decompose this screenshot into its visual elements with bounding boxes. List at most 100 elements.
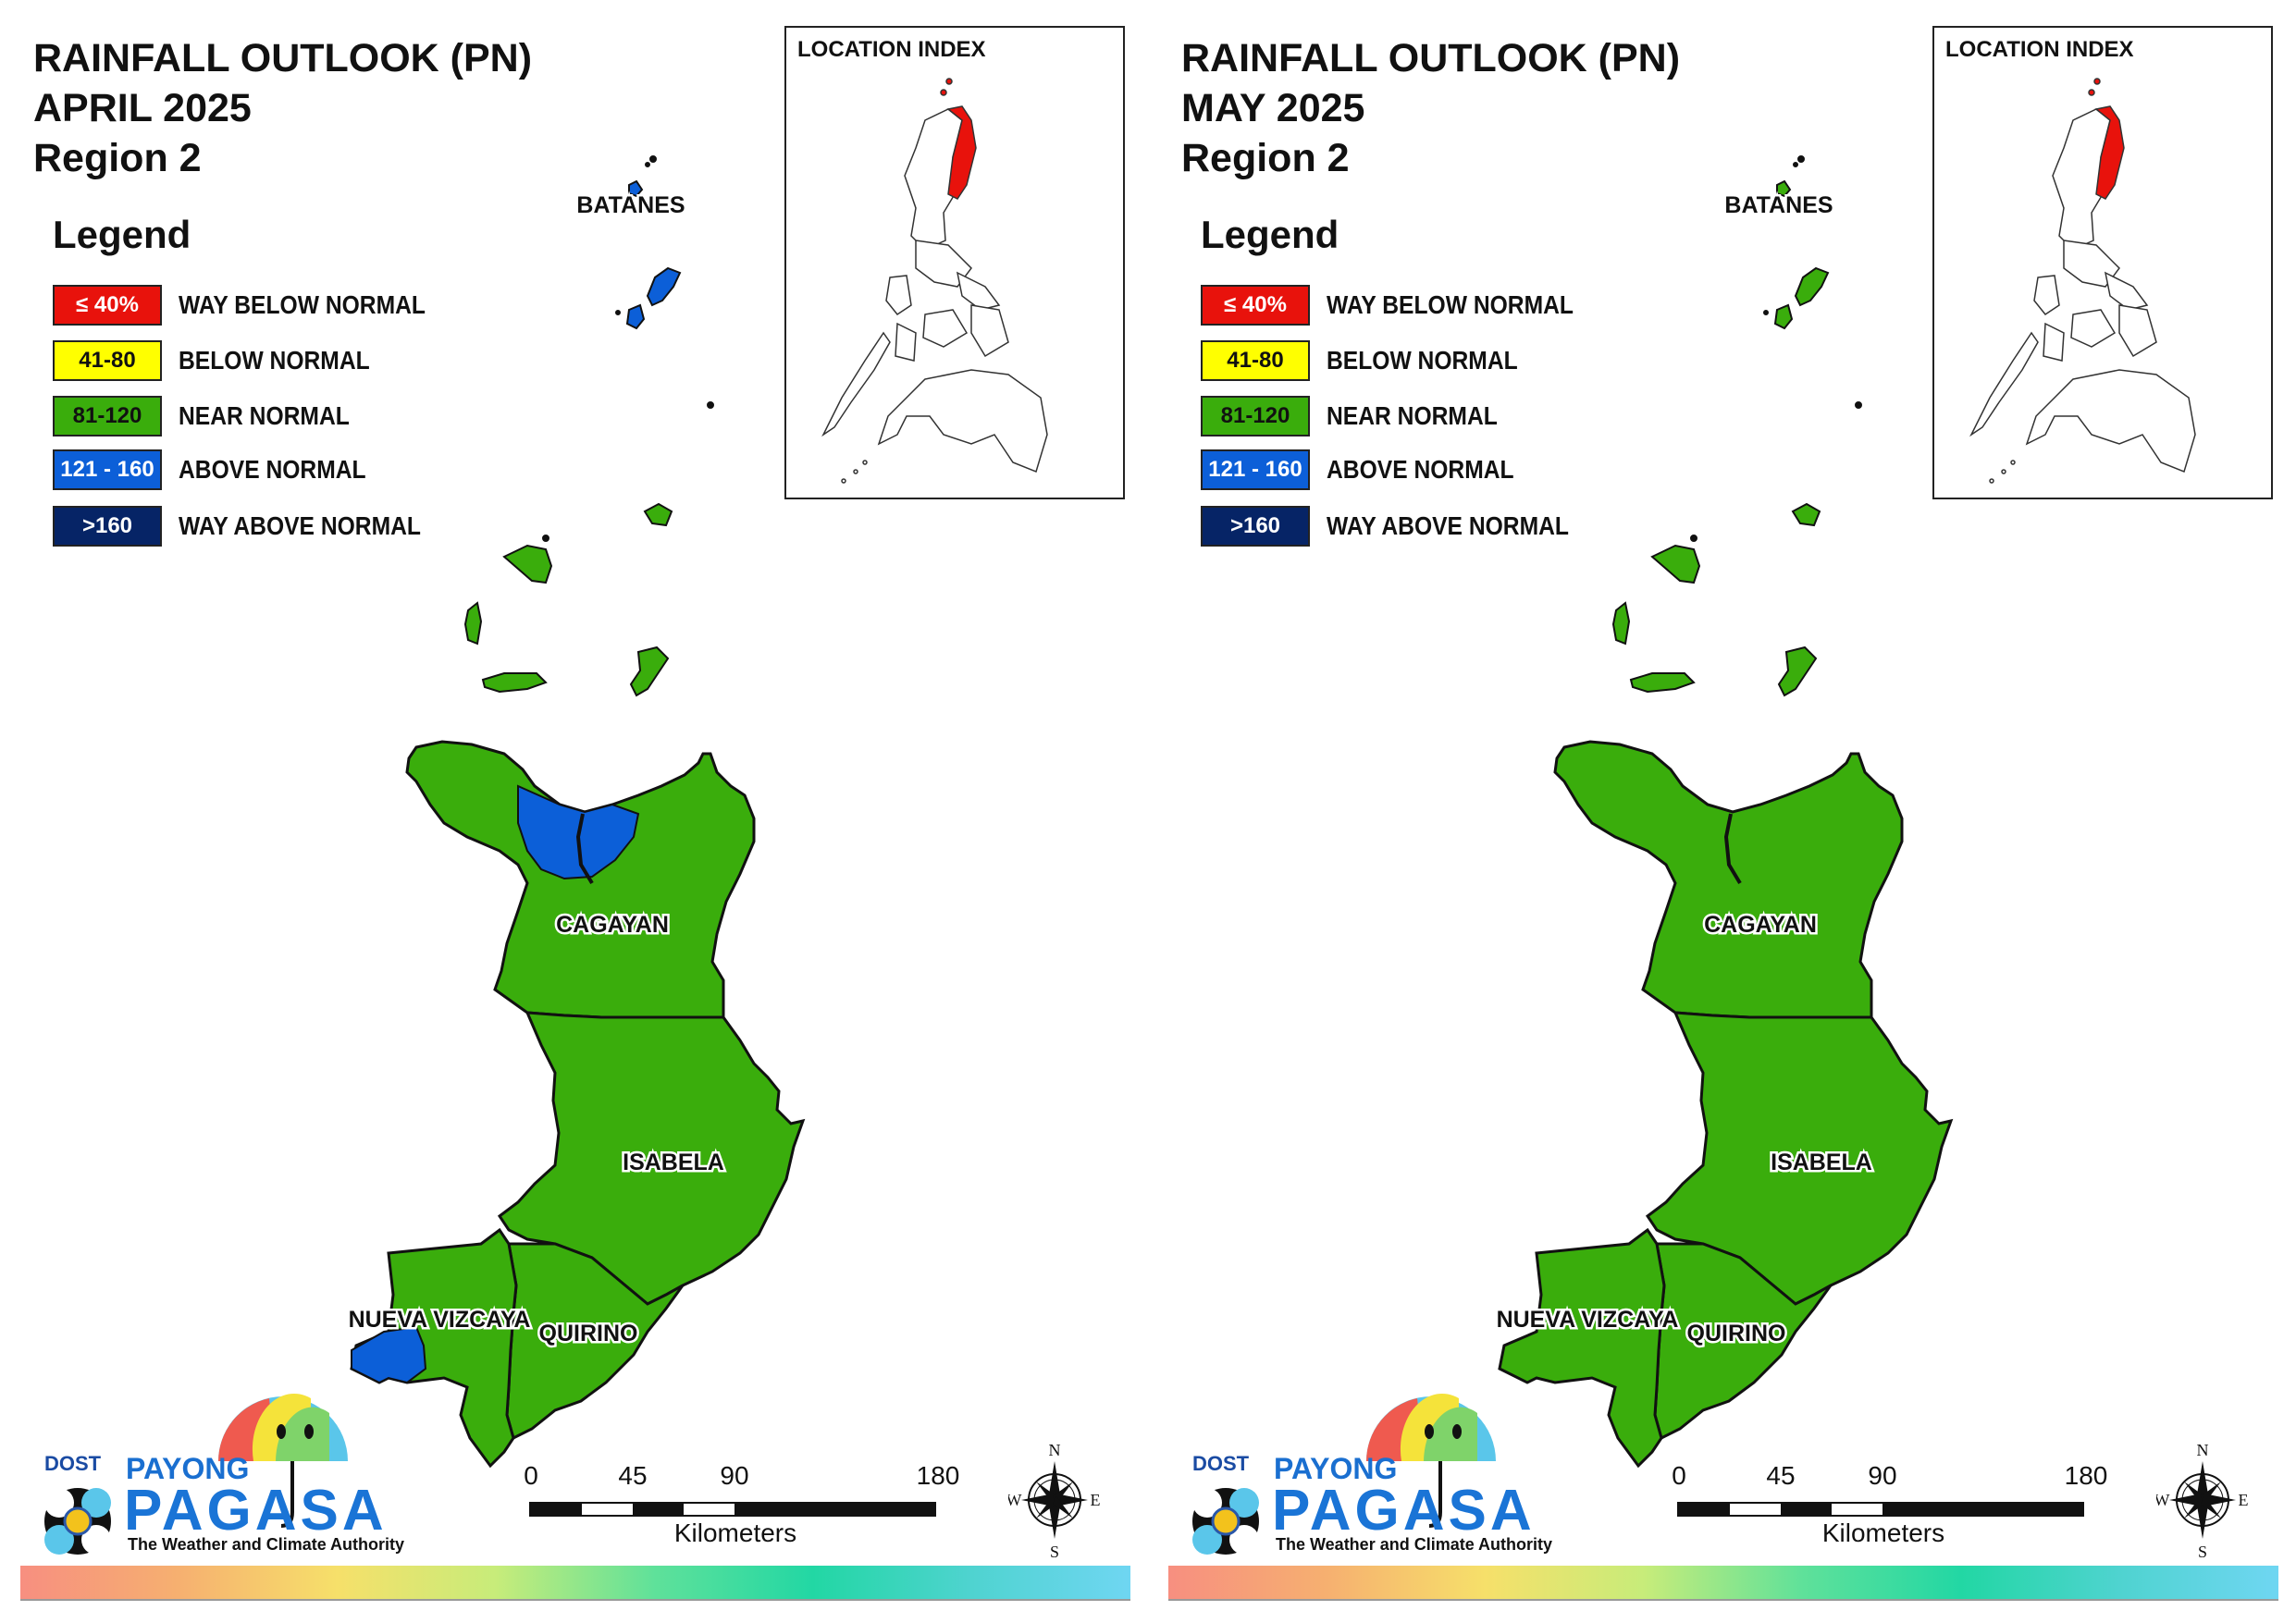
- title-month: MAY 2025: [1181, 86, 1365, 130]
- scale-tick-45: 45: [618, 1461, 648, 1490]
- may-outlook-panel: RAINFALL OUTLOOK (PN) MAY 2025 Region 2 …: [1148, 0, 2296, 1623]
- compass-s: S: [2198, 1543, 2207, 1559]
- legend-item: ≤ 40% WAY BELOW NORMAL: [1201, 283, 1607, 327]
- logo-payong: PAYONG: [1274, 1452, 1398, 1485]
- location-index-label: LOCATION INDEX: [797, 37, 986, 62]
- footer-divider: [1168, 1599, 2278, 1601]
- compass-e: E: [1091, 1491, 1101, 1509]
- compass-w: W: [1008, 1491, 1022, 1509]
- legend-label: WAY BELOW NORMAL: [1327, 290, 1574, 319]
- compass-s: S: [1050, 1543, 1059, 1559]
- april-outlook-panel: RAINFALL OUTLOOK (PN) APRIL 2025 Region …: [20, 26, 1130, 1601]
- logo-tagline: The Weather and Climate Authority: [128, 1535, 405, 1554]
- title-line-1: RAINFALL OUTLOOK (PN): [33, 36, 533, 80]
- location-index-map: LOCATION INDEX: [1932, 26, 2273, 499]
- legend-item: ≤ 40% WAY BELOW NORMAL: [53, 283, 459, 327]
- compass-n: N: [2197, 1441, 2209, 1459]
- scale-tick-0: 0: [1672, 1461, 1686, 1490]
- isabela-province[interactable]: [497, 1011, 806, 1306]
- scale-tick-0: 0: [524, 1461, 538, 1490]
- legend-swatch: 81-120: [1201, 396, 1310, 436]
- payong-pagasa-logo: DOST PAYONG PAGASA The Weather and Clima…: [33, 1387, 404, 1563]
- legend-title: Legend: [1201, 213, 1339, 256]
- batanes-province[interactable]: [615, 155, 682, 330]
- isabela-label: ISABELA: [1771, 1150, 1872, 1175]
- legend-label: ABOVE NORMAL: [179, 455, 366, 484]
- nueva-vizcaya-province[interactable]: [1498, 1227, 1666, 1469]
- legend-label: WAY ABOVE NORMAL: [1327, 511, 1569, 540]
- scale-bar: 0 45 90 180 Kilometers: [1666, 1461, 2110, 1563]
- legend-swatch: 41-80: [1201, 340, 1310, 381]
- philippines-outline-map: [1969, 78, 2196, 484]
- nueva-vizcaya-label: NUEVA VIZCAYA: [1497, 1307, 1679, 1333]
- legend-swatch: >160: [1201, 506, 1310, 547]
- legend-swatch: ≤ 40%: [53, 285, 162, 326]
- footer-gradient-bar: [1168, 1566, 2278, 1599]
- logo-pagasa: PAGASA: [1272, 1479, 1536, 1543]
- region-2-map: BATANES CAGAYAN ISABELA NUEVA VIZCAYA QU…: [1494, 155, 1954, 1469]
- legend-label: NEAR NORMAL: [1327, 401, 1498, 430]
- scale-bar-graphic: [529, 1502, 936, 1517]
- pagasa-logo-icon: [44, 1393, 348, 1555]
- legend-title: Legend: [53, 213, 191, 256]
- compass-icon: N S W E: [1006, 1441, 1101, 1561]
- scale-tick-90: 90: [720, 1461, 749, 1490]
- batanes-province[interactable]: [1763, 155, 1830, 330]
- nueva-vizcaya-label: NUEVA VIZCAYA: [349, 1307, 531, 1333]
- legend-label: BELOW NORMAL: [179, 346, 370, 375]
- legend-label: ABOVE NORMAL: [1327, 455, 1514, 484]
- scale-tick-180: 180: [916, 1461, 960, 1490]
- legend-label: NEAR NORMAL: [179, 401, 350, 430]
- legend-swatch: 41-80: [53, 340, 162, 381]
- philippines-outline-map: [821, 78, 1048, 484]
- batanes-label: BATANES: [1724, 192, 1833, 218]
- scale-tick-180: 180: [2064, 1461, 2108, 1490]
- location-index-label: LOCATION INDEX: [1945, 37, 2134, 62]
- legend-item: 41-80 BELOW NORMAL: [1201, 338, 1544, 383]
- legend-label: BELOW NORMAL: [1327, 346, 1518, 375]
- isabela-label: ISABELA: [623, 1150, 724, 1175]
- cagayan-label: CAGAYAN: [1704, 912, 1817, 938]
- logo-payong: PAYONG: [126, 1452, 250, 1485]
- title-region: Region 2: [1181, 136, 1350, 180]
- scale-bar: 0 45 90 180 Kilometers: [518, 1461, 962, 1563]
- title-line-1: RAINFALL OUTLOOK (PN): [1181, 36, 1681, 80]
- compass-icon: N S W E: [2154, 1441, 2249, 1561]
- title-region: Region 2: [33, 136, 202, 180]
- region-2-map: BATANES CAGAYAN ISABELA NUEVA VIZCAYA QU…: [348, 155, 806, 1469]
- nueva-vizcaya-above-normal-patch: [351, 1325, 427, 1384]
- scale-tick-45: 45: [1766, 1461, 1796, 1490]
- location-index-map: LOCATION INDEX: [784, 26, 1125, 499]
- footer-gradient-bar: [20, 1566, 1130, 1599]
- legend-swatch: ≤ 40%: [1201, 285, 1310, 326]
- babuyan-islands: [1611, 401, 1862, 697]
- legend-swatch: 121 - 160: [1201, 449, 1310, 490]
- compass-e: E: [2239, 1491, 2249, 1509]
- compass-rose: N S W E: [1006, 1439, 1101, 1561]
- legend-label: WAY BELOW NORMAL: [179, 290, 426, 319]
- logo-pagasa: PAGASA: [124, 1479, 388, 1543]
- footer-divider: [20, 1599, 1130, 1601]
- legend-item: 41-80 BELOW NORMAL: [53, 338, 396, 383]
- pagasa-logo-icon: [1192, 1393, 1496, 1555]
- logo-tagline: The Weather and Climate Authority: [1276, 1535, 1553, 1554]
- cagayan-province[interactable]: [405, 740, 756, 1019]
- map-title: RAINFALL OUTLOOK (PN) APRIL 2025 Region …: [33, 33, 532, 183]
- title-month: APRIL 2025: [33, 86, 252, 130]
- legend-swatch: >160: [53, 506, 162, 547]
- legend-item: >160 WAY ABOVE NORMAL: [1201, 504, 1602, 548]
- cagayan-province[interactable]: [1553, 740, 1904, 1019]
- legend-item: 121 - 160 ABOVE NORMAL: [53, 448, 391, 492]
- legend-swatch: 81-120: [53, 396, 162, 436]
- isabela-province[interactable]: [1645, 1011, 1954, 1306]
- batanes-label: BATANES: [576, 192, 685, 218]
- logo-dost: DOST: [44, 1452, 102, 1475]
- quirino-label: QUIRINO: [539, 1321, 638, 1346]
- legend-swatch: 121 - 160: [53, 449, 162, 490]
- compass-w: W: [2156, 1491, 2170, 1509]
- compass-n: N: [1049, 1441, 1061, 1459]
- legend-item: 81-120 NEAR NORMAL: [1201, 394, 1521, 438]
- map-title: RAINFALL OUTLOOK (PN) MAY 2025 Region 2: [1181, 33, 1680, 183]
- cagayan-label: CAGAYAN: [556, 912, 669, 938]
- scale-unit: Kilometers: [1821, 1518, 1945, 1547]
